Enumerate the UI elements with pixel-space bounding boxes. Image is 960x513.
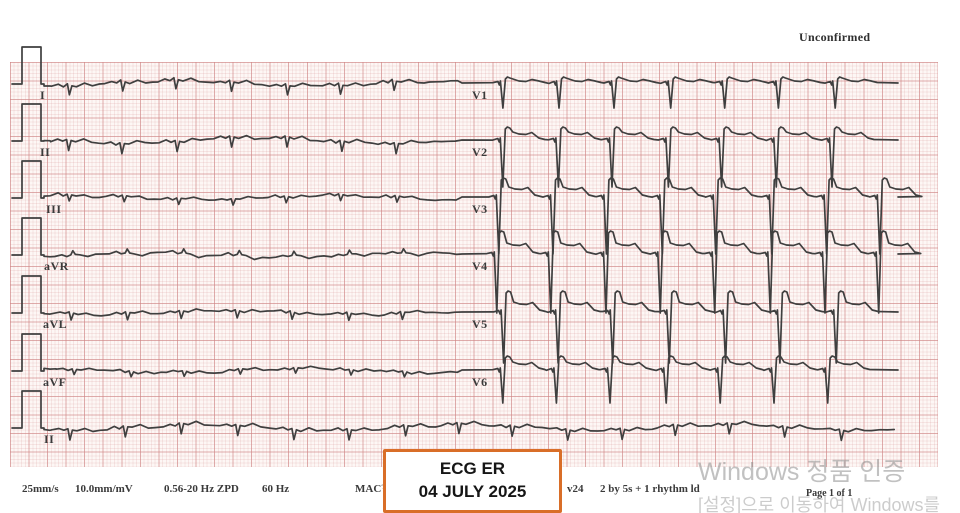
lead-label-aVL: aVL (43, 317, 68, 331)
trace-rhythm-II (11, 390, 896, 442)
lead-label-V4: V4 (472, 259, 488, 273)
lead-label-V3: V3 (472, 202, 488, 216)
lead-format-label: 2 by 5s + 1 rhythm ld (600, 483, 700, 495)
lead-label-V5: V5 (472, 317, 488, 331)
watermark-line2: [설정]으로 이동하여 Windows를 (698, 495, 941, 513)
device-label: MAC™ (355, 483, 393, 495)
stamp-title: ECG ER (439, 459, 506, 479)
status-label: Unconfirmed (799, 30, 871, 44)
trace-row-I-V1 (11, 46, 899, 109)
trace-row-aVL-V5 (11, 275, 899, 364)
ecg-stamp: ECG ER 04 JULY 2025 (383, 449, 562, 513)
lead-label-I: I (40, 88, 46, 102)
stamp-date: 04 JULY 2025 (418, 482, 527, 501)
lead-label-V6: V6 (472, 375, 488, 389)
paper-speed-label: 25mm/s (22, 483, 59, 495)
lead-label-aVF: aVF (43, 375, 67, 389)
gain-label: 10.0mm/mV (75, 483, 133, 495)
ecg-traces (11, 46, 923, 442)
lead-label-II: II (40, 145, 51, 159)
page-number-label: Page 1 of 1 (806, 488, 853, 499)
lead-label-V2: V2 (472, 145, 488, 159)
lead-label-aVR: aVR (44, 259, 69, 273)
watermark-line1: Windows 정품 인증 (698, 458, 906, 486)
ecg-grid-paper (10, 62, 938, 467)
trace-row-aVF-V6 (11, 333, 899, 404)
filter-label: 0.56-20 Hz ZPD (164, 483, 239, 495)
windows-activation-watermark: Windows 정품 인증 [설정]으로 이동하여 Windows를 (698, 452, 960, 513)
notch-filter-label: 60 Hz (262, 483, 290, 495)
lead-label-III: III (46, 202, 62, 216)
lead-label-V1: V1 (472, 88, 488, 102)
trace-row-aVR-V4 (11, 217, 922, 314)
lead-label-II: II (44, 432, 55, 446)
trace-row-III-V3 (11, 160, 923, 255)
trace-row-II-V2 (11, 103, 899, 188)
version-label: v24 (567, 483, 584, 495)
